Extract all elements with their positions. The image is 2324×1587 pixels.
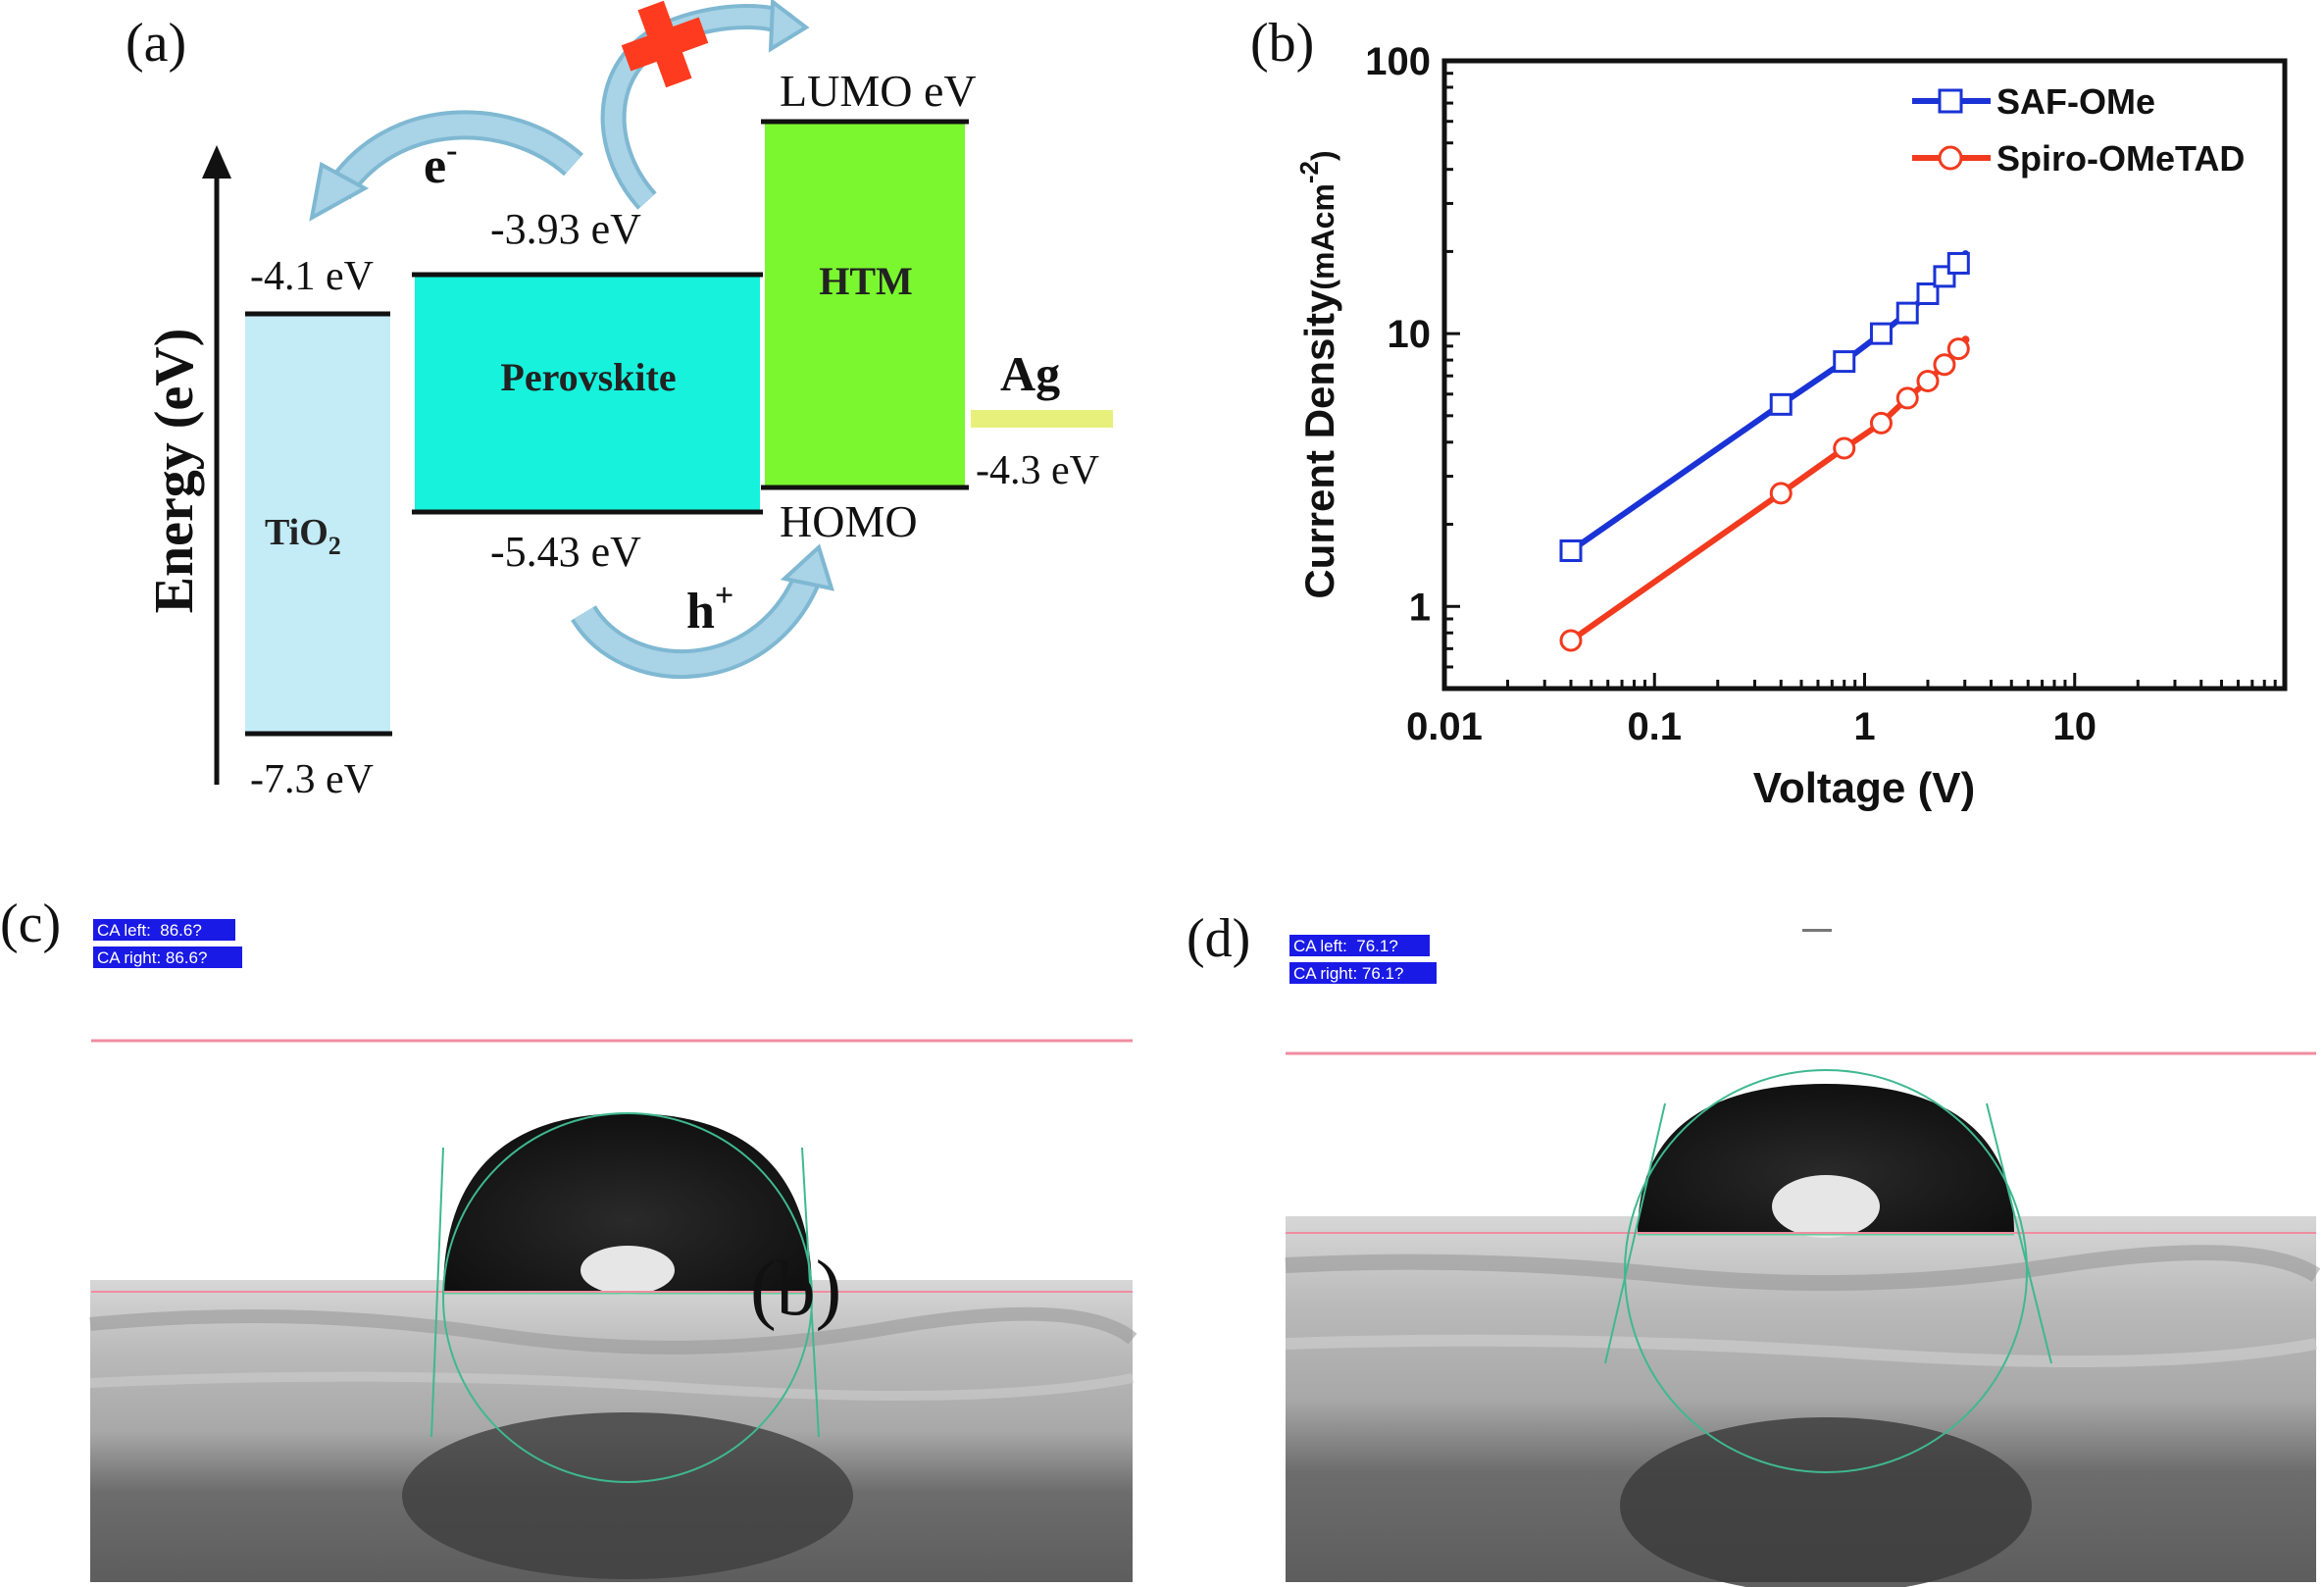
chart-series	[1559, 250, 1970, 652]
ag-level-bar	[971, 410, 1113, 428]
ca-right-badge-d	[1289, 962, 1437, 984]
y-tick-label: 100	[1365, 40, 1431, 83]
data-point	[1869, 411, 1893, 435]
panel-a: (a) Energy (eV) TiO2 -4.1 eV -7.3 eV Per…	[126, 0, 1113, 802]
y-tick-label: 1	[1409, 586, 1431, 629]
data-point	[1559, 629, 1583, 652]
ca-left-badge-c	[93, 919, 235, 941]
data-point	[1769, 392, 1793, 416]
droplet-highlight-c	[581, 1246, 675, 1295]
legend-marker	[1938, 145, 1963, 171]
electron-label: e-	[424, 132, 457, 194]
x-axis-label: Voltage (V)	[1753, 764, 1976, 812]
chart-ticks: 0.01 0.1 1 10 1 10 100	[1365, 40, 2277, 748]
x-tick-label: 10	[2053, 705, 2097, 748]
data-point	[1869, 322, 1893, 345]
energy-axis-label: Energy (eV)	[144, 329, 205, 614]
ca-right-text-d: CA right: 76.1?	[1293, 964, 1403, 983]
data-point	[1916, 282, 1940, 305]
x-tick-label: 0.01	[1406, 705, 1483, 748]
data-point	[1933, 353, 1956, 377]
htm-lumo-label: LUMO eV	[780, 66, 977, 116]
y-axis-label: Current Density(mAcm-2)	[1294, 150, 1342, 598]
ca-left-badge-d	[1289, 935, 1430, 956]
data-point	[1833, 350, 1856, 374]
htm-name: HTM	[819, 259, 913, 303]
htm-box	[765, 123, 965, 487]
data-point	[1946, 337, 1970, 361]
perovskite-top-level: -3.93 eV	[490, 205, 641, 253]
data-point	[1946, 251, 1970, 275]
x-tick-label: 1	[1853, 705, 1875, 748]
tio2-bottom-level: -7.3 eV	[250, 757, 374, 802]
jv-chart: 0.01 0.1 1 10 1 10 100 Voltage (V) Current Den…	[1294, 40, 2288, 812]
overlay-letter-c: (b)	[750, 1246, 841, 1332]
tio2-name: TiO2	[265, 512, 341, 560]
blocked-cross-icon	[621, 0, 709, 88]
y-tick-label: 10	[1388, 313, 1432, 356]
data-point	[1895, 301, 1919, 325]
tio2-box	[245, 314, 390, 734]
data-point	[1769, 482, 1793, 505]
legend-marker	[1938, 88, 1963, 114]
droplet-image-c: (b)	[89, 1112, 1137, 1582]
perovskite-name: Perovskite	[500, 355, 676, 399]
data-point	[1833, 436, 1856, 460]
panel-d-label: (d)	[1187, 908, 1250, 969]
water-droplet	[1638, 1084, 2014, 1234]
electron-transfer-arrow	[309, 110, 583, 222]
ag-level: -4.3 eV	[976, 448, 1099, 493]
htm-homo-label: HOMO	[780, 496, 918, 546]
ag-name: Ag	[1000, 346, 1060, 401]
water-droplet	[443, 1113, 812, 1293]
droplet-highlight-d	[1772, 1175, 1880, 1238]
chart-legend: SAF-OMe Spiro-OMeTAD	[1912, 81, 2245, 179]
perovskite-bottom-level: -5.43 eV	[490, 528, 641, 576]
hole-label: h+	[686, 578, 733, 640]
ca-left-text-d: CA left: 76.1?	[1293, 937, 1398, 955]
panel-c: (c) CA left: 86.6? CA right: 86.6? (b)	[0, 894, 1137, 1582]
panel-d: (d) CA left: 76.1? CA right: 76.1?	[1187, 908, 2321, 1587]
x-tick-label: 0.1	[1627, 705, 1682, 748]
ca-right-text-c: CA right: 86.6?	[97, 948, 207, 967]
panel-a-label: (a)	[126, 13, 186, 74]
tio2-top-level: -4.1 eV	[250, 254, 374, 299]
panel-b: (b) 0.01 0.1 1 10 1 10 100 Voltage (V) Current…	[1250, 13, 2288, 812]
data-point	[1559, 538, 1583, 562]
hole-transfer-arrow	[571, 543, 834, 679]
data-point	[1916, 370, 1940, 393]
panel-b-label: (b)	[1250, 13, 1314, 74]
panel-c-label: (c)	[0, 894, 61, 954]
legend-label: Spiro-OMeTAD	[1996, 138, 2245, 179]
ca-left-text-c: CA left: 86.6?	[97, 921, 202, 940]
droplet-image-d	[1285, 1069, 2321, 1587]
perovskite-box	[415, 277, 760, 512]
energy-axis-arrowhead	[202, 145, 231, 179]
ca-right-badge-c	[93, 947, 242, 968]
legend-label: SAF-OMe	[1996, 81, 2155, 122]
data-point	[1895, 386, 1919, 410]
